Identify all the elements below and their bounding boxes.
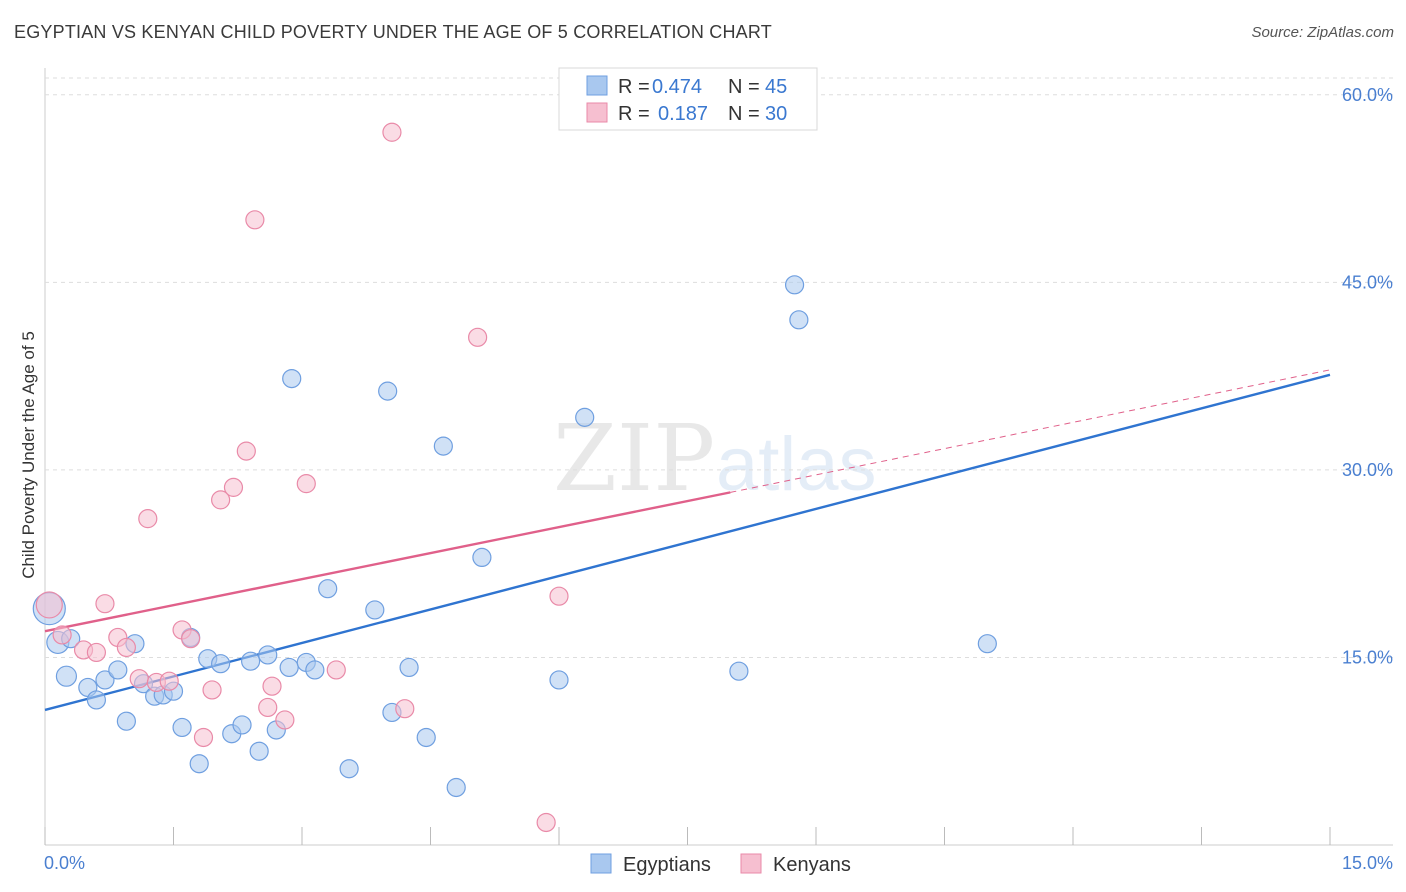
legend-swatch-egyptians bbox=[586, 75, 608, 96]
egyptians-point-25 bbox=[279, 657, 299, 678]
correlation-legend: R = 0.474 N = 45 R = 0.187 N = 30 bbox=[558, 67, 818, 131]
kenyans-point-27 bbox=[536, 812, 556, 833]
legend-r-value-1: 0.474 bbox=[652, 76, 702, 98]
x-tick-label-min: 0.0% bbox=[44, 853, 85, 873]
kenyans-point-25 bbox=[395, 699, 415, 719]
kenyans-point-28 bbox=[549, 586, 569, 606]
egyptians-point-21 bbox=[241, 651, 261, 671]
y-axis-title: Child Poverty Under the Age of 5 bbox=[19, 331, 38, 579]
kenyans-point-10 bbox=[159, 671, 179, 691]
kenyans-point-20 bbox=[262, 676, 282, 696]
egyptians-point-38 bbox=[472, 547, 492, 568]
grid bbox=[45, 77, 1393, 658]
egyptians-point-6 bbox=[95, 670, 115, 690]
egyptians-point-23 bbox=[258, 645, 278, 665]
y-tick-labels: 15.0% 30.0% 45.0% 60.0% bbox=[1342, 85, 1393, 668]
kenyans-point-12 bbox=[181, 629, 201, 649]
bottom-legend-label-kenyans: Kenyans bbox=[773, 854, 851, 876]
kenyans-point-24 bbox=[382, 122, 402, 142]
source-label: Source: ZipAtlas.com bbox=[1251, 24, 1394, 41]
bottom-legend-label-egyptians: Egyptians bbox=[623, 854, 711, 876]
legend-n-label-1: N = bbox=[728, 76, 760, 98]
watermark: ZIP atlas bbox=[553, 405, 877, 512]
egyptians-point-20 bbox=[232, 715, 252, 735]
legend-n-value-2: 30 bbox=[765, 103, 787, 125]
egyptians-point-42 bbox=[784, 275, 805, 295]
egyptians-point-28 bbox=[305, 660, 325, 680]
watermark-atlas: atlas bbox=[716, 422, 877, 507]
egyptians-point-18 bbox=[211, 654, 231, 674]
egyptians-point-35 bbox=[416, 727, 436, 748]
series-legend: Egyptians Kenyans bbox=[590, 853, 851, 876]
kenyans-point-17 bbox=[236, 441, 256, 461]
egyptians-point-8 bbox=[116, 711, 136, 731]
kenyans-point-16 bbox=[223, 477, 244, 497]
kenyans-point-6 bbox=[116, 637, 136, 658]
legend-r-label-2: R = bbox=[618, 103, 650, 125]
kenyans-point-21 bbox=[275, 710, 295, 730]
kenyans-point-18 bbox=[245, 210, 265, 230]
egyptians-point-26 bbox=[282, 368, 302, 389]
legend-r-value-2: 0.187 bbox=[658, 103, 708, 125]
bottom-legend-swatch-kenyans bbox=[740, 853, 762, 874]
kenyans-point-7 bbox=[129, 669, 149, 689]
egyptians-point-40 bbox=[575, 407, 595, 427]
data-points bbox=[32, 122, 997, 833]
kenyans-point-13 bbox=[193, 727, 214, 748]
egyptians-point-29 bbox=[318, 579, 338, 599]
bottom-legend-swatch-egyptians bbox=[590, 853, 612, 874]
chart-title: EGYPTIAN VS KENYAN CHILD POVERTY UNDER T… bbox=[14, 22, 772, 42]
kenyans-point-0 bbox=[35, 591, 63, 619]
x-ticks bbox=[44, 827, 1331, 845]
egyptians-point-30 bbox=[339, 759, 359, 779]
kenyans-point-23 bbox=[326, 660, 346, 680]
kenyans-point-22 bbox=[296, 474, 316, 494]
egyptians-point-41 bbox=[729, 661, 749, 681]
egyptians-point-3 bbox=[55, 665, 78, 687]
kenyans-point-4 bbox=[95, 594, 115, 614]
legend-n-value-1: 45 bbox=[765, 76, 787, 98]
egyptians-point-14 bbox=[172, 717, 192, 738]
y-tick-label-45: 45.0% bbox=[1342, 272, 1393, 292]
egyptians-point-22 bbox=[249, 741, 269, 761]
egyptians-point-16 bbox=[189, 754, 209, 774]
legend-swatch-kenyans bbox=[586, 102, 608, 123]
y-tick-label-60: 60.0% bbox=[1342, 85, 1393, 105]
egyptians-point-7 bbox=[108, 660, 128, 680]
egyptians-point-36 bbox=[433, 436, 453, 456]
x-tick-label-max: 15.0% bbox=[1342, 853, 1393, 873]
kenyans-trend-extension bbox=[730, 369, 1331, 493]
egyptians-point-32 bbox=[378, 381, 398, 401]
egyptians-point-44 bbox=[977, 634, 997, 654]
kenyans-trend-line bbox=[44, 491, 731, 633]
kenyans-point-8 bbox=[138, 509, 158, 529]
egyptians-point-43 bbox=[789, 310, 809, 330]
kenyans-point-26 bbox=[468, 327, 488, 347]
legend-r-label-1: R = bbox=[618, 76, 650, 98]
kenyans-point-14 bbox=[202, 680, 222, 700]
kenyans-point-15 bbox=[211, 490, 231, 510]
egyptians-point-34 bbox=[399, 657, 419, 678]
egyptians-point-31 bbox=[365, 600, 385, 620]
egyptians-point-39 bbox=[549, 670, 569, 690]
y-tick-label-15: 15.0% bbox=[1342, 647, 1393, 667]
kenyans-point-1 bbox=[52, 625, 72, 645]
y-tick-label-30: 30.0% bbox=[1342, 460, 1393, 480]
legend-n-label-2: N = bbox=[728, 103, 760, 125]
egyptians-point-37 bbox=[446, 777, 466, 798]
egyptians-point-5 bbox=[86, 690, 107, 710]
kenyans-point-19 bbox=[258, 697, 278, 718]
kenyans-point-3 bbox=[86, 642, 107, 663]
